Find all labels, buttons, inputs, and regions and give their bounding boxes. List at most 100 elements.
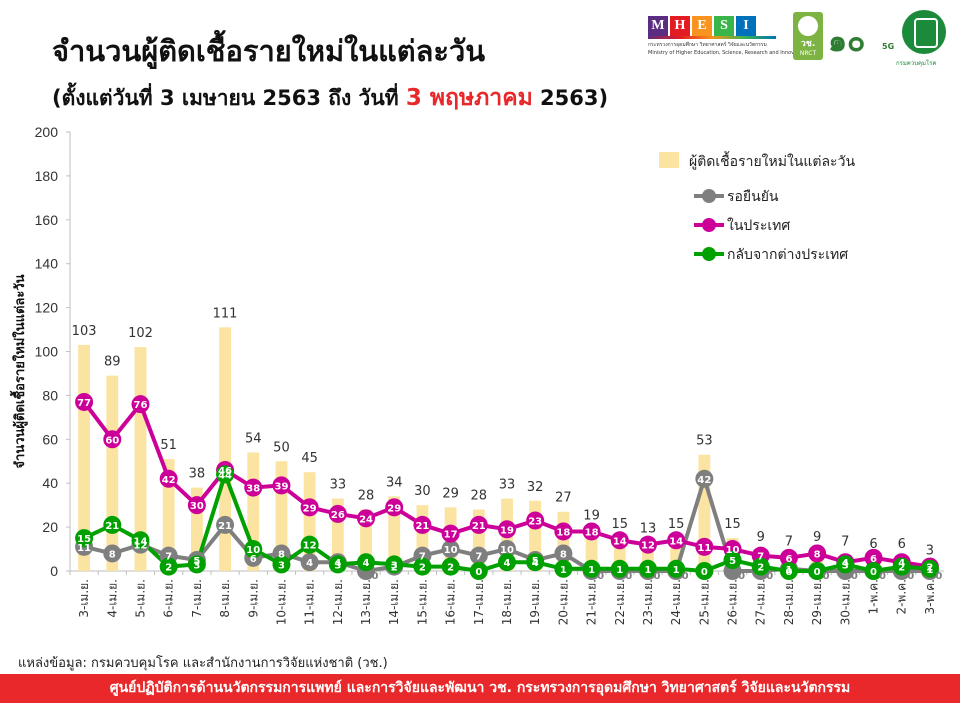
x-tick-label: 7-เม.ย. xyxy=(190,579,204,618)
series-point xyxy=(441,557,460,576)
point-value-label: 0 xyxy=(870,567,877,578)
chart-axes: 020406080100120140160180200จำนวนผู้ติดเช… xyxy=(9,124,944,625)
bar xyxy=(303,472,316,571)
point-value-label: 3 xyxy=(391,560,398,571)
x-tick-label: 12-เม.ย. xyxy=(331,579,345,625)
mhesi-caption-en: Ministry of Higher Education, Science, R… xyxy=(648,50,807,56)
point-value-label: 5 xyxy=(193,556,200,567)
x-tick-label: 6-เม.ย. xyxy=(162,579,176,618)
point-value-label: 4 xyxy=(842,558,849,569)
bar-value-label: 7 xyxy=(841,535,849,550)
point-value-label: 4 xyxy=(504,558,511,569)
series-point xyxy=(385,498,404,517)
bar-value-label: 54 xyxy=(245,431,262,446)
point-value-label: 0 xyxy=(372,571,379,582)
bar xyxy=(247,452,260,571)
point-value-label: 2 xyxy=(898,563,905,574)
series-point xyxy=(695,537,714,556)
x-tick-label: 28-เม.ย. xyxy=(782,579,796,625)
nrct-sub: NRCT xyxy=(799,50,817,57)
point-value-label: 29 xyxy=(387,503,401,514)
series-point xyxy=(272,476,291,495)
series-point xyxy=(385,555,404,574)
x-tick-label: 15-เม.ย. xyxy=(415,579,429,625)
point-value-label: 7 xyxy=(419,552,426,563)
series-point xyxy=(187,496,206,515)
point-value-label: 77 xyxy=(77,398,91,409)
series-point xyxy=(498,520,516,539)
point-value-label: 0 xyxy=(625,571,632,582)
series-point xyxy=(159,469,178,488)
series-point xyxy=(103,515,122,534)
ddc-caption: กรมควบคุมโรค xyxy=(896,60,937,67)
x-tick-label: 17-เม.ย. xyxy=(472,579,486,625)
bar-value-label: 45 xyxy=(301,451,318,466)
daily-cases-chart: 020406080100120140160180200จำนวนผู้ติดเช… xyxy=(9,124,944,625)
point-value-label: 0 xyxy=(814,567,821,578)
point-value-label: 12 xyxy=(303,541,317,552)
subtitle-suffix: 2563) xyxy=(532,86,609,110)
series-point xyxy=(779,548,798,567)
point-value-label: 12 xyxy=(134,541,148,552)
point-value-label: 2 xyxy=(419,563,426,574)
x-tick-label: 21-เม.ย. xyxy=(585,579,599,625)
point-value-label: 42 xyxy=(697,475,711,486)
series-point xyxy=(638,535,657,554)
point-value-label: 76 xyxy=(134,400,148,411)
x-tick-label: 9-เม.ย. xyxy=(246,579,260,618)
point-value-label: 24 xyxy=(359,514,373,525)
series-point xyxy=(300,553,319,572)
series-point xyxy=(610,559,629,578)
point-value-label: 2 xyxy=(926,563,933,574)
bar xyxy=(529,500,542,571)
series-point xyxy=(920,559,939,578)
subtitle-highlight: 3 พฤษภาคม xyxy=(405,85,533,111)
mhesi-letter: E xyxy=(692,16,712,36)
point-value-label: 0 xyxy=(597,571,604,582)
bar xyxy=(219,327,231,571)
bar-value-label: 50 xyxy=(273,440,290,455)
bar xyxy=(134,347,147,571)
point-value-label: 60 xyxy=(105,435,119,446)
source-note: แหล่งข้อมูล: กรมควบคุมโรค และสำนักงานการ… xyxy=(18,656,388,671)
ddc-emblem-icon xyxy=(914,18,938,48)
series-point xyxy=(808,562,827,580)
point-value-label: 0 xyxy=(738,571,745,582)
point-value-label: 2 xyxy=(391,563,398,574)
series-point xyxy=(554,559,573,578)
series-point xyxy=(216,515,235,534)
point-value-label: 29 xyxy=(303,503,317,514)
point-value-label: 6 xyxy=(870,554,877,565)
point-value-label: 14 xyxy=(134,536,148,547)
x-tick-label: 30-เม.ย. xyxy=(838,579,852,625)
series-point xyxy=(526,511,545,530)
bar xyxy=(360,509,372,571)
point-value-label: 3 xyxy=(334,560,341,571)
bar xyxy=(472,509,485,571)
point-value-label: 0 xyxy=(785,567,792,578)
series-point xyxy=(582,522,601,541)
series-point xyxy=(751,557,770,576)
point-value-label: 38 xyxy=(246,484,260,495)
x-tick-label: 10-เม.ย. xyxy=(274,579,288,625)
bar-value-label: 15 xyxy=(612,517,629,532)
point-value-label: 0 xyxy=(823,571,830,582)
point-value-label: 23 xyxy=(528,517,542,528)
subtitle-prefix: (ตั้งแต่วันที่ 3 เมษายน 2563 ถึง วันที่ xyxy=(52,86,406,110)
y-tick-label: 180 xyxy=(35,168,59,184)
x-tick-label: 18-เม.ย. xyxy=(500,579,514,625)
bar-value-label: 9 xyxy=(813,530,821,545)
y-tick-label: 200 xyxy=(35,124,59,140)
point-value-label: 18 xyxy=(556,527,570,538)
bar xyxy=(78,344,91,571)
series-point xyxy=(526,553,545,572)
bar-value-label: 27 xyxy=(555,491,572,506)
bar-value-label: 28 xyxy=(358,489,375,504)
y-tick-label: 0 xyxy=(50,563,58,579)
series-point xyxy=(75,392,94,411)
point-value-label: 42 xyxy=(162,475,176,486)
series-point xyxy=(667,559,686,578)
bar xyxy=(275,461,288,571)
